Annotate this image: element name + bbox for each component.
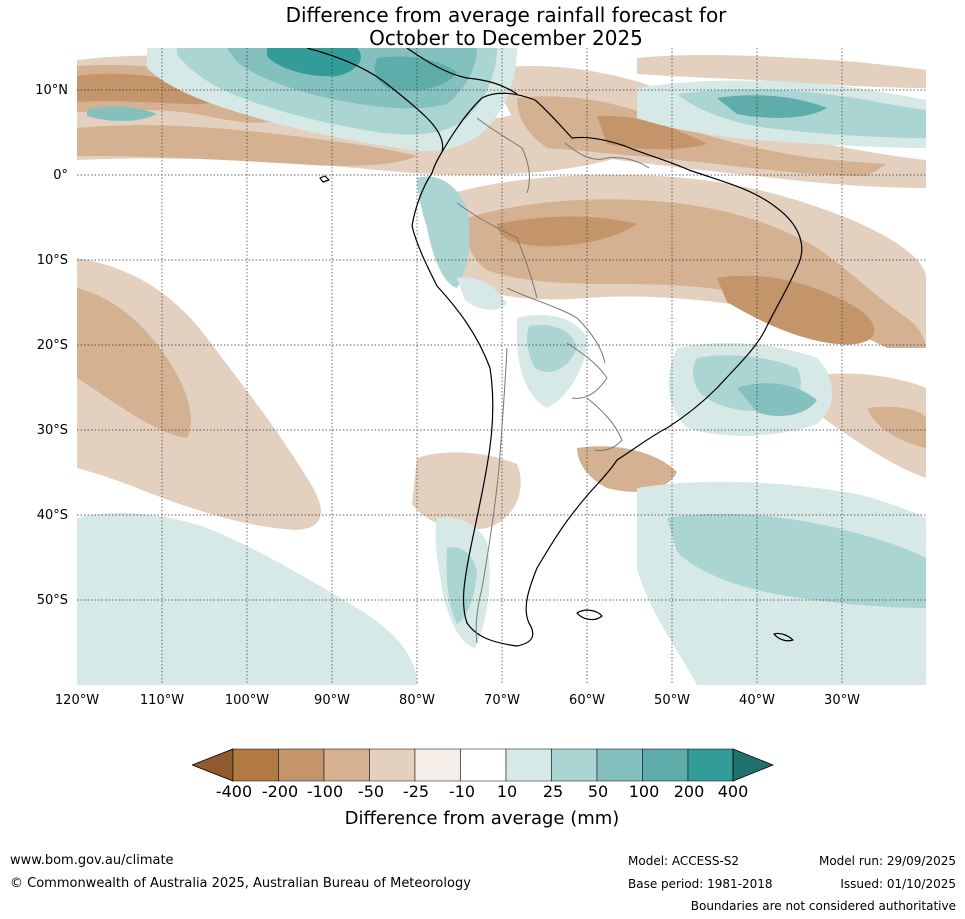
model-info: Model: ACCESS-S2 (628, 854, 740, 868)
lon-label-80w: 80°W (399, 693, 435, 708)
colorbar-swatch-7 (505, 748, 552, 782)
wet-bolivia (527, 324, 577, 372)
title-line-2: October to December 2025 (369, 26, 643, 50)
colorbar-label-100: 100 (628, 782, 660, 801)
lon-label-30w: 30°W (824, 693, 860, 708)
border-bolivia-brazil (506, 287, 606, 364)
issued-info: Issued: 01/10/2025 (840, 877, 956, 891)
lon-label-60w: 60°W (569, 693, 605, 708)
lat-label-eq: 0° (53, 168, 68, 183)
graticule (77, 48, 926, 685)
dry-core-guianas (597, 115, 707, 150)
colorbar-label-minus-25: -25 (402, 782, 430, 801)
colorbar-swatch-6 (460, 748, 507, 782)
dry-band-pacific-south-of-eq (77, 125, 417, 166)
lon-label-100w: 100°W (224, 693, 270, 708)
colorbar-label-minus-10: -10 (448, 782, 476, 801)
colorbar-label-minus-400: -400 (215, 782, 253, 801)
dry-core-northeast-brazil (717, 275, 875, 345)
colorbar-label-10: 10 (496, 782, 518, 801)
coastline-galapagos (319, 175, 330, 183)
model-run-info: Model run: 29/09/2025 (818, 854, 956, 868)
border-paraguay (566, 342, 608, 399)
lon-label-50w: 50°W (654, 693, 690, 708)
border-peru-brazil (456, 202, 538, 299)
colorbar-label-minus-200: -200 (261, 782, 299, 801)
wet-colombia-coast (417, 176, 470, 288)
dry-core-pacific-north (77, 73, 218, 105)
coastline-south-america (411, 92, 803, 647)
wet-atlantic-itcz-core (717, 95, 827, 118)
colorbar-label-400: 400 (717, 782, 749, 801)
boundary-disclaimer: Boundaries are not considered authoritat… (690, 899, 956, 913)
colorbar-swatch-9 (596, 748, 643, 782)
lon-label-90w: 90°W (314, 693, 350, 708)
colorbar-swatch-8 (551, 748, 598, 782)
colorbar-swatch-3 (323, 748, 370, 782)
colorbar-label-minus-100: -100 (306, 782, 344, 801)
map-canvas (77, 48, 926, 685)
wet-anomaly-regions (77, 48, 926, 685)
dry-southeast-pacific (77, 288, 191, 438)
lat-label-40s: 40°S (36, 508, 68, 523)
dry-patagonia-light (412, 452, 521, 530)
border-colombia-venezuela (476, 117, 530, 194)
colorbar-swatch-above-400 (732, 748, 774, 782)
colorbar-label-50: 50 (587, 782, 609, 801)
colorbar-swatch-5 (414, 748, 461, 782)
border-brazil-argentina-uruguay (586, 397, 623, 451)
lat-label-10s: 10°S (36, 253, 68, 268)
coastline-south-georgia (773, 632, 794, 642)
country-borders (456, 117, 650, 644)
title-line-1: Difference from average rainfall forecas… (285, 3, 727, 27)
base-period-info: Base period: 1981-2018 (628, 877, 773, 891)
coastline-caribbean-north (406, 48, 518, 95)
colorbar-label-minus-50: -50 (357, 782, 385, 801)
lat-label-10n: 10°N (35, 83, 68, 98)
colorbar-swatch-2 (278, 748, 325, 782)
border-chile-argentina (475, 347, 508, 644)
wet-peru-andes (457, 277, 507, 310)
coastlines (306, 48, 803, 647)
lat-label-20s: 20°S (36, 338, 68, 353)
lon-label-70w: 70°W (484, 693, 520, 708)
wet-pacific-small-blob (87, 106, 157, 121)
colorbar-label-25: 25 (542, 782, 564, 801)
dry-uruguay (577, 446, 677, 492)
lon-label-110w: 110°W (139, 693, 185, 708)
colorbar-swatch-1 (232, 748, 279, 782)
lon-label-120w: 120°W (54, 693, 100, 708)
lat-label-30s: 30°S (36, 423, 68, 438)
dry-band-north-atlantic (637, 55, 926, 88)
wet-panama-core (374, 56, 457, 91)
wet-central-america-core (267, 48, 361, 77)
colorbar (192, 748, 774, 782)
website-link[interactable]: www.bom.gov.au/climate (10, 853, 174, 868)
chart-title: Difference from average rainfall forecas… (0, 4, 965, 50)
coastline-falklands (576, 609, 603, 621)
colorbar-swatch-below-400 (192, 748, 234, 782)
lat-label-50s: 50°S (36, 593, 68, 608)
border-guianas (564, 142, 650, 169)
colorbar-swatch-11 (687, 748, 734, 782)
wet-patagonia (446, 547, 477, 624)
lon-label-40w: 40°W (739, 693, 775, 708)
colorbar-swatch-4 (369, 748, 416, 782)
colorbar-swatch-10 (642, 748, 689, 782)
colorbar-title: Difference from average (mm) (344, 808, 620, 829)
coastline-central-america (306, 48, 444, 153)
dry-core-amazon-central (497, 216, 637, 247)
dry-core-south-atlantic (867, 406, 926, 448)
copyright-text: © Commonwealth of Australia 2025, Austra… (10, 876, 471, 891)
rainfall-map (77, 48, 926, 685)
colorbar-label-200: 200 (673, 782, 705, 801)
wet-south-atlantic (667, 513, 926, 608)
